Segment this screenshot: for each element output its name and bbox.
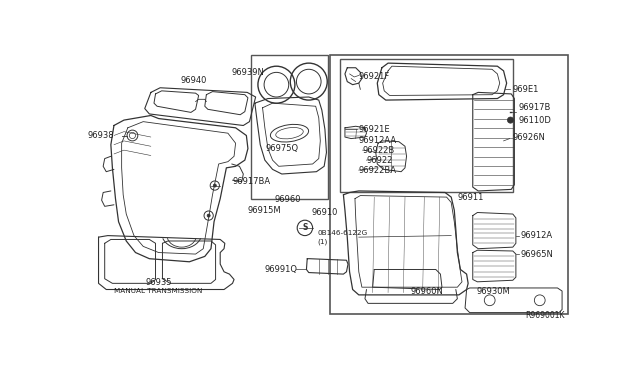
Circle shape bbox=[207, 214, 210, 217]
Bar bbox=[330, 55, 568, 314]
Text: 96935: 96935 bbox=[145, 278, 172, 287]
Text: 96911: 96911 bbox=[458, 193, 484, 202]
Text: 96922: 96922 bbox=[367, 155, 393, 165]
Bar bbox=[251, 55, 328, 199]
Text: 96915M: 96915M bbox=[247, 206, 281, 215]
Text: 96917BA: 96917BA bbox=[232, 177, 271, 186]
Text: 96965N: 96965N bbox=[520, 250, 554, 259]
Text: 96917B: 96917B bbox=[518, 103, 550, 112]
Text: R969001K: R969001K bbox=[525, 311, 565, 320]
Text: 96921E: 96921E bbox=[359, 125, 390, 134]
Text: 96926N: 96926N bbox=[513, 132, 546, 141]
Text: 96921F: 96921F bbox=[359, 73, 390, 81]
Text: 96960N: 96960N bbox=[410, 287, 443, 296]
Text: 96975Q: 96975Q bbox=[266, 144, 299, 153]
Text: 0B146-6122G: 0B146-6122G bbox=[317, 230, 367, 236]
Text: 96991Q: 96991Q bbox=[264, 265, 297, 274]
Text: 96938: 96938 bbox=[87, 131, 114, 140]
Text: S: S bbox=[302, 224, 308, 232]
Text: 96939N: 96939N bbox=[232, 68, 264, 77]
Text: MANUAL TRANSMISSION: MANUAL TRANSMISSION bbox=[115, 288, 203, 294]
Text: 96922B: 96922B bbox=[363, 145, 395, 155]
Text: 96912A: 96912A bbox=[520, 231, 552, 240]
Circle shape bbox=[213, 184, 216, 187]
Text: 96912AA: 96912AA bbox=[359, 136, 397, 145]
Text: (1): (1) bbox=[317, 238, 328, 245]
Text: 969E1: 969E1 bbox=[513, 85, 539, 94]
Text: 96930M: 96930M bbox=[477, 287, 511, 296]
Text: 96910: 96910 bbox=[311, 208, 337, 217]
Bar bbox=[340, 58, 513, 192]
Text: 96922BA: 96922BA bbox=[359, 166, 397, 174]
Circle shape bbox=[508, 117, 513, 123]
Text: 96940: 96940 bbox=[180, 76, 207, 85]
Text: 96960: 96960 bbox=[275, 195, 301, 204]
Text: 96110D: 96110D bbox=[518, 116, 551, 125]
